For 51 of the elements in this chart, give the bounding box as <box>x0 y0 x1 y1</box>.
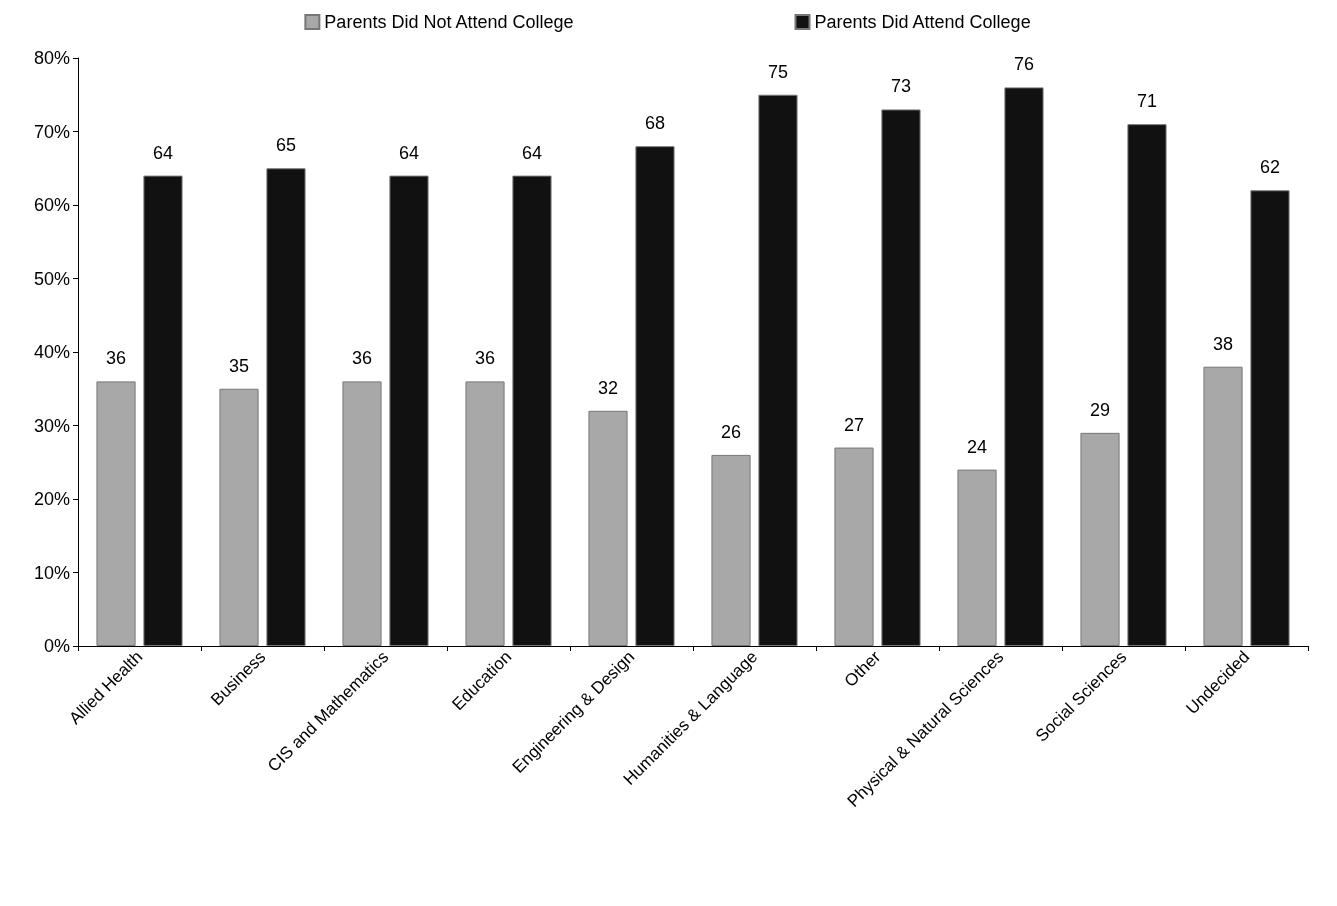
legend-label: Parents Did Attend College <box>814 12 1031 32</box>
bar <box>1080 432 1120 646</box>
data-label: 62 <box>1259 157 1280 178</box>
bar <box>834 447 874 646</box>
data-label: 73 <box>890 76 911 97</box>
data-label: 76 <box>1013 54 1034 75</box>
bar <box>342 381 382 646</box>
bar <box>1127 124 1167 646</box>
data-label: 68 <box>644 113 665 134</box>
bar <box>957 469 997 646</box>
y-tick-label: 60% <box>33 195 70 215</box>
y-tick-label: 0% <box>43 636 70 656</box>
data-label: 71 <box>1136 91 1157 112</box>
data-label: 64 <box>398 142 419 163</box>
bar <box>143 175 183 646</box>
y-tick-label: 10% <box>33 562 70 583</box>
bar <box>1250 190 1290 646</box>
bar <box>588 410 628 646</box>
data-label: 24 <box>967 436 988 457</box>
bar <box>635 146 675 646</box>
y-tick-label: 80% <box>33 48 70 68</box>
bar <box>512 175 552 646</box>
data-label: 36 <box>352 348 373 369</box>
bar <box>1203 366 1243 646</box>
y-tick-label: 30% <box>33 415 70 436</box>
y-tick-label: 40% <box>33 342 70 362</box>
y-tick-label: 20% <box>33 489 70 509</box>
y-tick-label: 50% <box>33 268 70 289</box>
data-label: 64 <box>152 142 173 163</box>
bar <box>1004 87 1044 646</box>
data-label: 65 <box>275 135 296 156</box>
data-label: 32 <box>598 377 619 398</box>
bar <box>266 168 306 646</box>
bar <box>96 381 136 646</box>
legend-label: Parents Did Not Attend College <box>324 12 574 32</box>
data-label: 64 <box>521 142 542 163</box>
data-label: 38 <box>1213 333 1234 354</box>
bar <box>711 454 751 646</box>
bar <box>758 94 798 646</box>
data-label: 27 <box>844 414 865 435</box>
bar <box>389 175 429 646</box>
bar <box>465 381 505 646</box>
data-label: 36 <box>475 348 496 369</box>
bar <box>219 388 259 646</box>
data-label: 36 <box>106 348 127 369</box>
data-label: 26 <box>721 421 742 442</box>
data-label: 29 <box>1090 399 1111 420</box>
bar <box>881 109 921 646</box>
y-tick-label: 70% <box>33 121 70 142</box>
data-label: 35 <box>229 355 250 376</box>
data-label: 75 <box>767 61 788 82</box>
